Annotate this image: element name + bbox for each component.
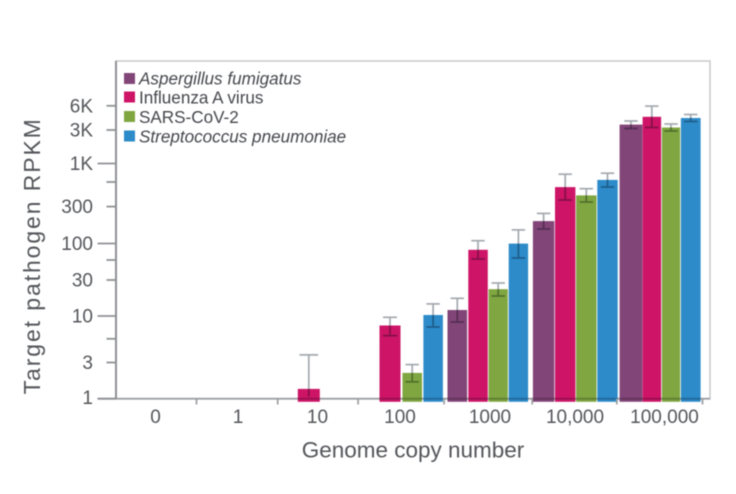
svg-text:Aspergillus fumigatus: Aspergillus fumigatus <box>138 70 302 89</box>
svg-text:10: 10 <box>307 407 328 428</box>
svg-text:100: 100 <box>384 407 416 428</box>
svg-text:10: 10 <box>72 307 93 328</box>
svg-text:Influenza A virus: Influenza A virus <box>139 89 263 108</box>
svg-text:Streptococcus pneumoniae: Streptococcus pneumoniae <box>139 128 346 147</box>
svg-text:Target pathogen RPKM: Target pathogen RPKM <box>19 117 45 394</box>
svg-text:3: 3 <box>82 353 93 374</box>
svg-text:SARS-CoV-2: SARS-CoV-2 <box>139 108 239 127</box>
svg-text:1: 1 <box>233 407 244 428</box>
svg-text:1K: 1K <box>70 154 94 175</box>
svg-text:100: 100 <box>61 234 93 255</box>
svg-text:100,000: 100,000 <box>630 407 699 428</box>
svg-text:30: 30 <box>72 271 93 292</box>
svg-text:6K: 6K <box>70 96 94 117</box>
svg-text:10,000: 10,000 <box>546 407 604 428</box>
svg-text:0: 0 <box>150 407 161 428</box>
svg-text:1: 1 <box>82 388 93 409</box>
svg-text:3K: 3K <box>70 121 94 142</box>
svg-text:1000: 1000 <box>469 407 511 428</box>
svg-text:300: 300 <box>61 197 93 218</box>
svg-text:Genome copy number: Genome copy number <box>302 438 525 463</box>
